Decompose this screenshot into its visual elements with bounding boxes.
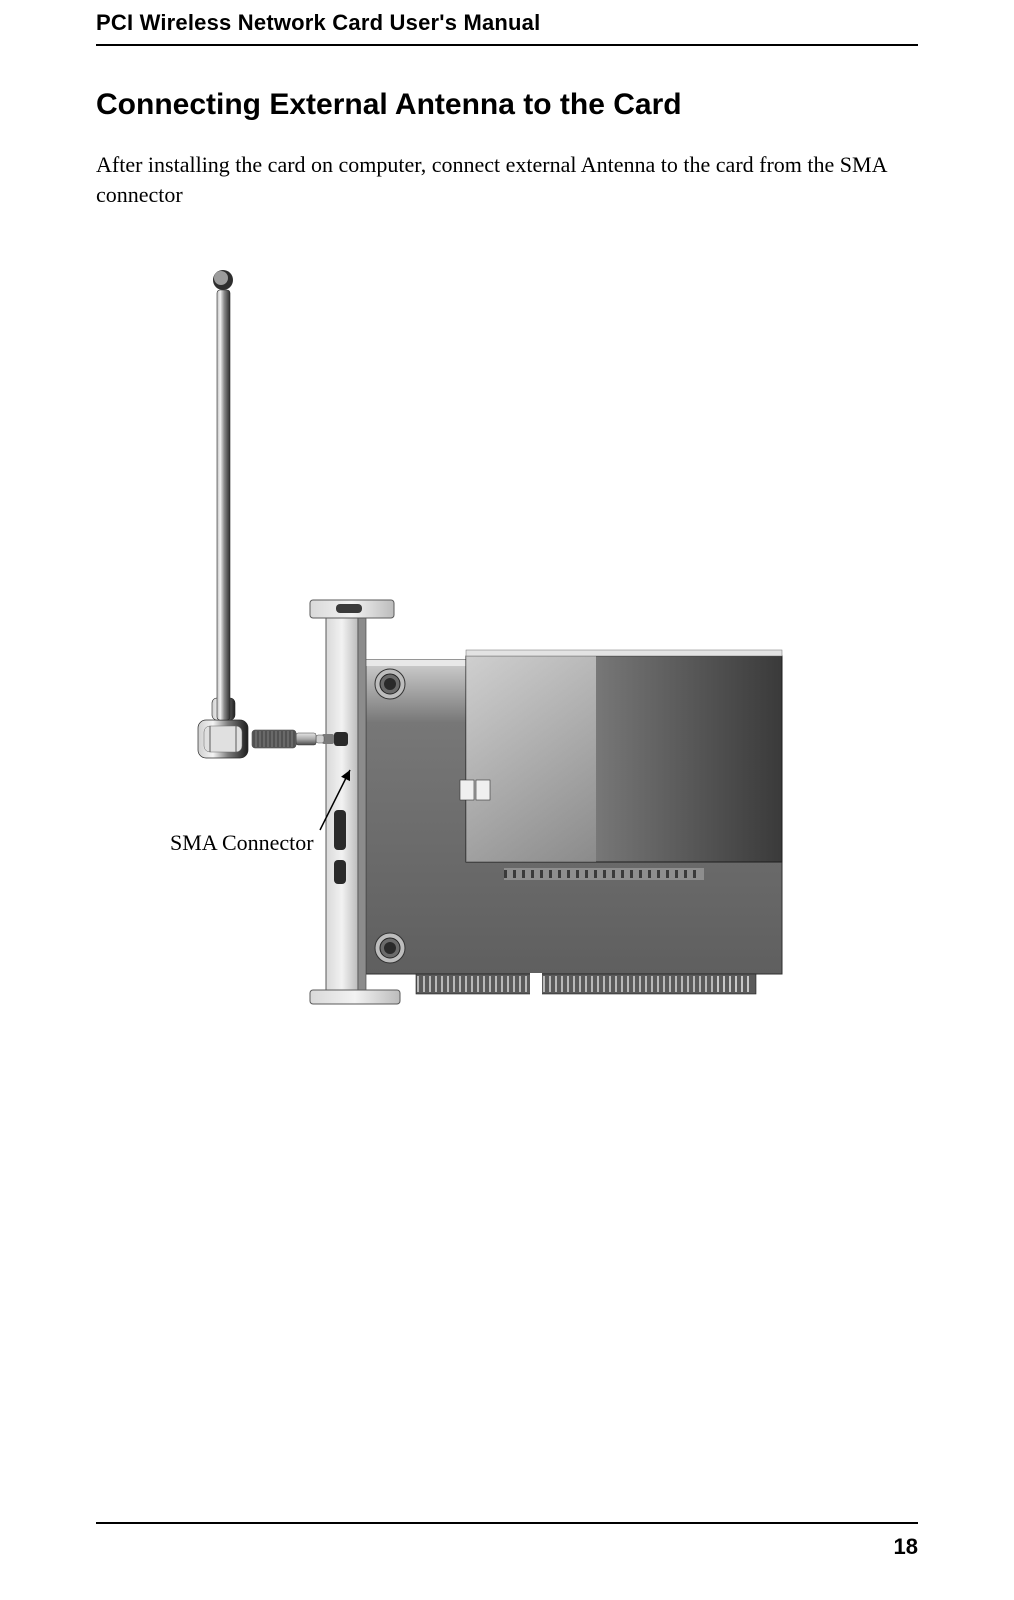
header-title: PCI Wireless Network Card User's Manual <box>96 10 918 36</box>
page-number: 18 <box>96 1534 918 1560</box>
page-footer: 18 <box>96 1522 918 1560</box>
page: PCI Wireless Network Card User's Manual … <box>0 0 1014 1600</box>
sma-connector-label: SMA Connector <box>170 830 314 856</box>
section-heading: Connecting External Antenna to the Card <box>96 88 682 122</box>
antenna-card-illustration <box>0 250 1014 1070</box>
page-header: PCI Wireless Network Card User's Manual <box>96 10 918 46</box>
diagram: SMA Connector <box>0 250 1014 1070</box>
section-paragraph: After installing the card on computer, c… <box>96 150 918 209</box>
footer-rule <box>96 1522 918 1524</box>
header-rule <box>96 44 918 46</box>
